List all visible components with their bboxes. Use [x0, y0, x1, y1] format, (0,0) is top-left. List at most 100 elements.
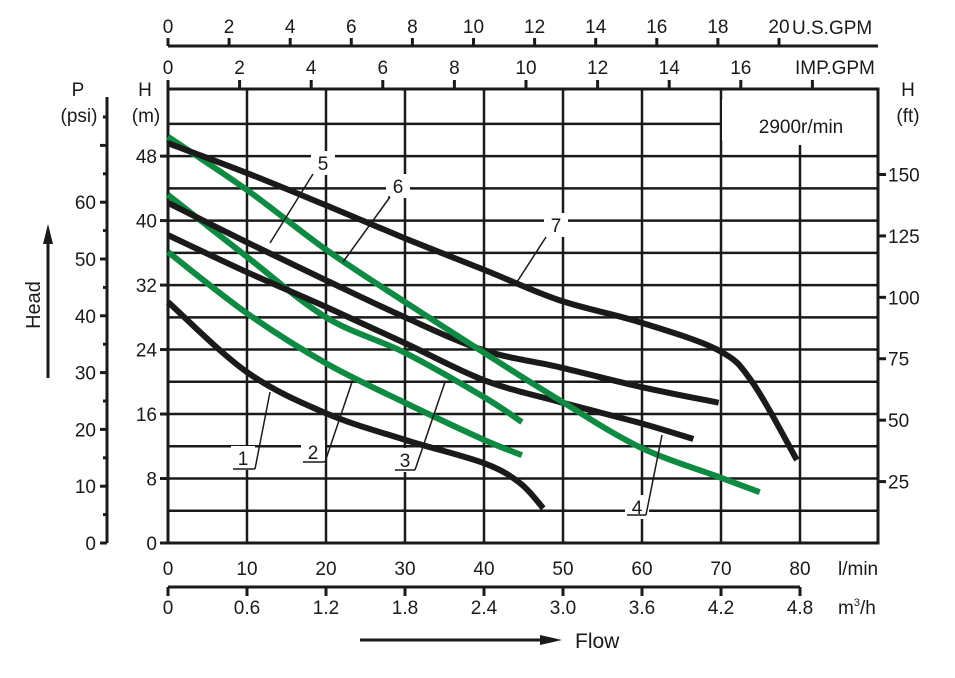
curve-label-leader — [269, 173, 314, 244]
psi-tick-label: 60 — [75, 193, 96, 214]
x-tick-label: 0 — [163, 559, 174, 580]
usgpm-tick-label: 14 — [585, 17, 607, 38]
curve-label-bg — [386, 174, 410, 198]
curve-6 — [166, 134, 761, 496]
psi-tick-label: 50 — [75, 250, 96, 271]
usgpm-tick-label: 16 — [646, 17, 667, 38]
x-tick-label: 20 — [315, 559, 336, 580]
x-tick-label: 40 — [473, 559, 494, 580]
x-tick-label: 70 — [710, 559, 731, 580]
impgpm-tick-label: 16 — [730, 58, 751, 79]
impgpm-tick-label: 0 — [163, 58, 174, 79]
m3h-tick-label: 3.0 — [550, 598, 576, 619]
curve-label-leader — [414, 381, 446, 471]
curve-label-4: 4 — [632, 498, 643, 519]
x-tick-label: 50 — [552, 559, 573, 580]
ft-tick-label: 150 — [888, 165, 920, 186]
curve-2 — [166, 249, 524, 458]
impgpm-tick-label: 2 — [234, 58, 245, 79]
axes: 0 10 20 30 40 50 60 70 800 0.6 1.2 1.8 2.4 3.0 3.6 4.2 4… — [75, 17, 920, 619]
x-tick-label: 10 — [236, 559, 257, 580]
flow-arrow-icon — [360, 635, 562, 645]
curve-label-bg — [544, 213, 568, 237]
plot-frame — [166, 87, 880, 545]
curve-5 — [166, 200, 720, 406]
head-arrow-icon — [43, 224, 53, 378]
impgpm-tick-label: 14 — [659, 58, 681, 79]
m-tick-label: 8 — [146, 470, 157, 491]
curve-7 — [166, 140, 800, 462]
psi-tick-label: 40 — [75, 307, 96, 328]
curve-label-bg — [231, 446, 255, 470]
m3h-tick-label: 3.6 — [629, 598, 655, 619]
usgpm-tick-label: 8 — [407, 17, 418, 38]
m-tick-label: 40 — [136, 212, 157, 233]
curve-1 — [166, 299, 546, 511]
usgpm-tick-label: 12 — [524, 17, 545, 38]
m3h-unit: m3/h — [838, 597, 876, 619]
usgpm-tick-label: 18 — [707, 17, 728, 38]
m-tick-label: 0 — [146, 534, 157, 555]
speed-label-bg — [722, 100, 876, 140]
m-tick-label: 24 — [136, 341, 158, 362]
curve-label-2: 2 — [308, 443, 319, 464]
ft-tick-label: 50 — [888, 411, 909, 432]
curve-labels: 1 2 3 4 5 6 7 — [231, 100, 876, 519]
m-axis-title: H — [138, 80, 152, 101]
curve-label-leader — [254, 391, 271, 470]
usgpm-tick-label: 10 — [463, 17, 484, 38]
impgpm-tick-label: 4 — [306, 58, 317, 79]
usgpm-tick-label: 6 — [346, 17, 357, 38]
curve-label-1: 1 — [238, 449, 249, 470]
curve-label-7: 7 — [551, 216, 562, 237]
x-tick-label: 30 — [394, 559, 415, 580]
curve-label-leader — [645, 434, 663, 516]
curve-label-leader — [342, 196, 391, 263]
curve-label-5: 5 — [318, 154, 329, 175]
ft-tick-label: 75 — [888, 350, 909, 371]
ft-axis-title: H — [901, 80, 915, 101]
psi-axis-title: P — [72, 80, 85, 101]
psi-axis-unit: (psi) — [61, 106, 98, 127]
curve-label-bg — [301, 440, 325, 464]
m3h-tick-label: 0.6 — [234, 598, 260, 619]
ft-tick-label: 25 — [888, 473, 909, 494]
usgpm-tick-label: 0 — [163, 17, 174, 38]
curve-3 — [166, 192, 524, 425]
ft-tick-label: 100 — [888, 288, 920, 309]
curves — [166, 134, 800, 511]
x-tick-label: 80 — [789, 559, 810, 580]
curve-label-bg — [393, 448, 417, 472]
m-tick-label: 16 — [136, 405, 157, 426]
ft-tick-label: 125 — [888, 227, 920, 248]
psi-tick-label: 10 — [75, 477, 96, 498]
speed-label: 2900r/min — [759, 117, 844, 138]
usgpm-tick-label: 2 — [224, 17, 235, 38]
impgpm-tick-label: 10 — [515, 58, 536, 79]
ft-axis-unit: (ft) — [896, 106, 919, 127]
m3h-tick-label: 1.2 — [313, 598, 339, 619]
usgpm-tick-label: 4 — [285, 17, 296, 38]
psi-tick-label: 0 — [85, 534, 96, 555]
m3h-tick-label: 4.2 — [708, 598, 734, 619]
lmin-unit: l/min — [838, 559, 878, 580]
m3h-tick-label: 1.8 — [392, 598, 418, 619]
impgpm-tick-label: 8 — [449, 58, 460, 79]
x-tick-label: 60 — [631, 559, 652, 580]
m3h-tick-label: 0 — [163, 598, 174, 619]
impgpm-tick-label: 12 — [587, 58, 608, 79]
curve-label-leader — [324, 381, 353, 463]
m3h-tick-label: 2.4 — [471, 598, 498, 619]
usgpm-tick-label: 20 — [768, 17, 789, 38]
m-tick-label: 48 — [136, 147, 157, 168]
head-label: Head — [23, 281, 45, 329]
impgpm-tick-label: 6 — [378, 58, 389, 79]
impgpm-unit: IMP.GPM — [795, 58, 875, 79]
psi-tick-label: 30 — [75, 364, 96, 385]
psi-tick-label: 20 — [75, 420, 96, 441]
usgpm-unit: U.S.GPM — [792, 18, 872, 39]
curve-label-bg — [311, 151, 335, 175]
m-axis-unit: (m) — [132, 106, 160, 127]
m-tick-label: 32 — [136, 276, 157, 297]
